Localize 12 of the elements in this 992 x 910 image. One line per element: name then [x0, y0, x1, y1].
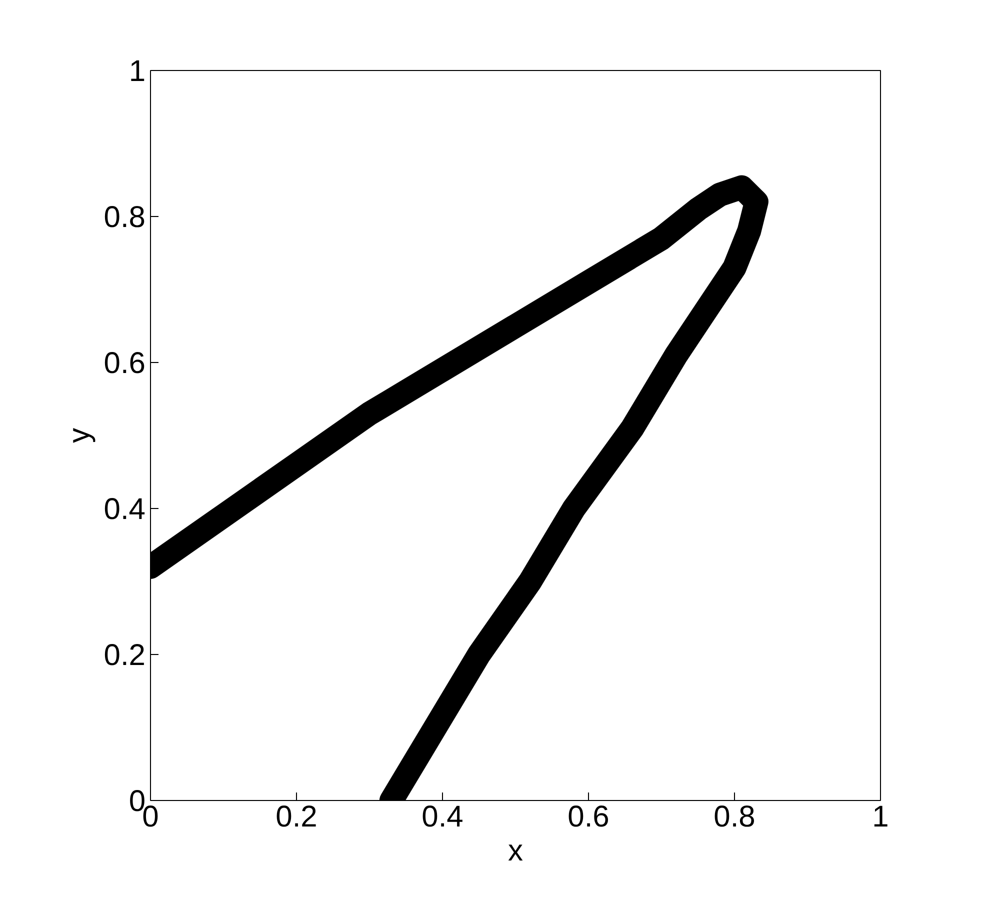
x-tick-label: 0.4 [422, 800, 464, 834]
x-tick-label: 0.6 [568, 800, 610, 834]
y-tick-label: 1 [128, 55, 146, 88]
y-tick-label: 0.6 [104, 347, 146, 380]
x-axis-title: x [508, 834, 523, 868]
x-tick-label: 0.8 [714, 800, 756, 834]
x-tick-label: 1 [872, 800, 889, 834]
y-tick-label: 0.8 [104, 201, 146, 234]
y-axis-title: y [62, 428, 96, 443]
y-tick-label: 0.4 [104, 493, 146, 526]
y-tick-label: 0.2 [104, 639, 146, 672]
x-tick-label: 0.2 [276, 800, 318, 834]
